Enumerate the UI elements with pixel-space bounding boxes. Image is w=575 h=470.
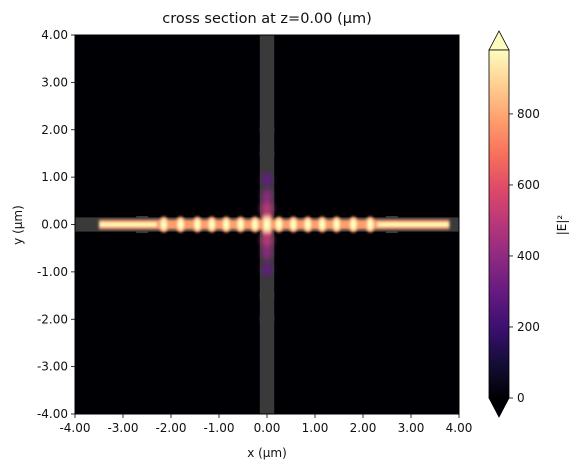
field-lobe-core	[304, 219, 311, 230]
colorbar-tick-label: 200	[517, 320, 540, 334]
colorbar-tick-label: 600	[517, 178, 540, 192]
field-vertical-lobe	[262, 172, 272, 187]
x-tick-label: 4.00	[446, 421, 473, 435]
y-axis: -4.00 -3.00 -2.00 -1.00 0.00 1.00 2.00 3.00 4.00	[37, 28, 75, 421]
field-lobe-core	[290, 219, 297, 230]
field-vertical-lobe	[262, 262, 272, 277]
field-lobe-core	[194, 219, 201, 230]
field-bar-core-left	[99, 222, 157, 227]
field-lobe-core	[160, 219, 167, 230]
field-lobe-core	[208, 219, 215, 230]
field-bar-core-right	[377, 222, 450, 227]
x-tick-label: 1.00	[302, 421, 329, 435]
colorbar-frame	[488, 49, 510, 399]
y-tick-label: 4.00	[41, 28, 68, 42]
y-axis-label: y (μm)	[11, 205, 25, 245]
y-tick-label: 3.00	[41, 75, 68, 89]
waveguide-bead	[259, 309, 275, 330]
field-lobe-core	[237, 219, 244, 230]
y-tick-label: -4.00	[37, 407, 68, 421]
x-axis-label: x (μm)	[247, 446, 287, 460]
field-lobe-core	[319, 219, 326, 230]
field-vertical-lobe	[262, 245, 272, 260]
field-intensity	[99, 172, 450, 277]
colorbar: 0 200 400 600 800 |E|²	[488, 30, 569, 418]
x-tick-label: -2.00	[155, 421, 186, 435]
x-tick-label: -3.00	[107, 421, 138, 435]
x-tick-label: 0.00	[254, 421, 281, 435]
colorbar-label: |E|²	[555, 215, 569, 236]
field-lobe-core	[177, 219, 184, 230]
x-tick-label: -1.00	[203, 421, 234, 435]
field-lobe-core	[333, 219, 340, 230]
waveguide-bead	[259, 143, 275, 164]
colorbar-lower-extend	[488, 397, 510, 418]
field-lobe-core	[251, 219, 259, 230]
colorbar-tick-label: 400	[517, 249, 540, 263]
y-tick-label: -2.00	[37, 312, 68, 326]
field-center-core	[263, 214, 271, 235]
x-tick-label: -4.00	[59, 421, 90, 435]
waveguide-bead	[259, 119, 275, 140]
y-tick-label: -3.00	[37, 360, 68, 374]
x-tick-label: 3.00	[398, 421, 425, 435]
colorbar-ticks: 0 200 400 600 800	[509, 107, 540, 405]
x-axis: -4.00 -3.00 -2.00 -1.00 0.00 1.00 2.00 3.00 4.00	[59, 414, 472, 435]
field-vertical-lobe	[261, 200, 273, 217]
colorbar-tick-label: 0	[517, 391, 525, 405]
y-tick-label: 0.00	[41, 218, 68, 232]
field-vertical-leakage	[261, 172, 273, 277]
field-vertical-lobe	[261, 232, 273, 249]
y-tick-label: 1.00	[41, 170, 68, 184]
chart-title: cross section at z=0.00 (μm)	[162, 11, 372, 27]
colorbar-upper-extend	[488, 30, 510, 51]
waveguide-bead	[259, 285, 275, 306]
x-tick-label: 2.00	[350, 421, 377, 435]
plot-area	[75, 35, 459, 414]
field-lobe-core	[275, 219, 283, 230]
field-vertical-lobe	[262, 189, 272, 204]
colorbar-gradient	[489, 50, 509, 398]
colorbar-tick-label: 800	[517, 107, 540, 121]
y-tick-label: 2.00	[41, 123, 68, 137]
field-lobe-core	[367, 219, 374, 230]
field-standing-wave	[158, 211, 376, 238]
y-tick-label: -1.00	[37, 265, 68, 279]
field-lobe-core	[350, 219, 357, 230]
field-lobe-core	[223, 219, 230, 230]
